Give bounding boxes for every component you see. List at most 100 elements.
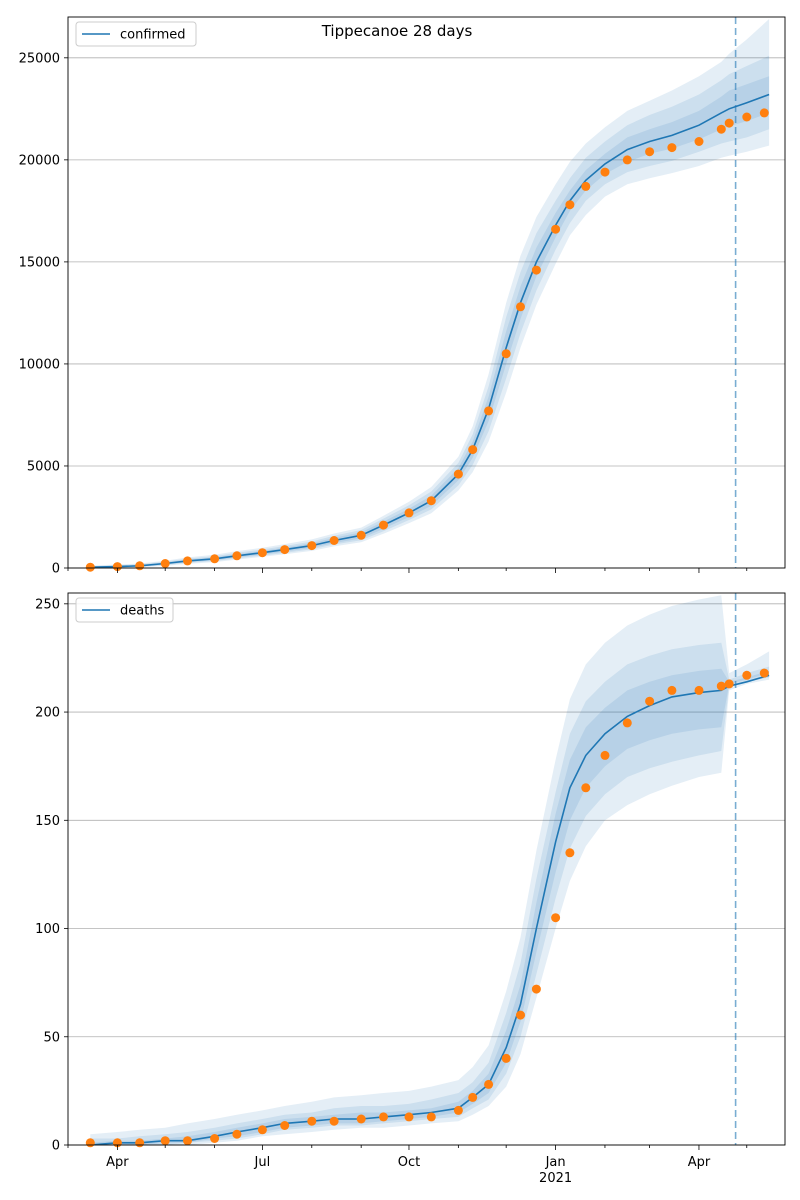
outer-band	[90, 595, 770, 1145]
observed-point	[160, 559, 170, 568]
x-axis-labels: Apr Jul Oct Jan Apr 2021	[106, 1155, 711, 1186]
observed-point	[468, 445, 478, 455]
observed-point	[694, 685, 704, 695]
observed-point	[694, 137, 704, 146]
observed-point	[468, 1092, 478, 1102]
observed-point	[379, 520, 388, 530]
observed-point	[257, 1125, 267, 1135]
observed-point	[484, 406, 494, 416]
axes-frame	[67, 16, 786, 569]
y-tick-label: 20000	[19, 153, 60, 168]
observed-point	[307, 541, 317, 551]
observed-point	[724, 118, 734, 128]
inner-band	[90, 76, 770, 568]
observed-point	[135, 561, 145, 571]
observed-point	[135, 1138, 145, 1148]
observed-point	[160, 1136, 170, 1146]
observed-point	[645, 147, 655, 157]
x-tick-label: Jul	[254, 1155, 271, 1170]
y-tick-label: 200	[35, 706, 60, 721]
observed-point	[551, 913, 561, 923]
observed-point	[622, 155, 632, 165]
y-tick-label: 0	[52, 1139, 60, 1154]
y-tick-label: 250	[35, 597, 60, 612]
observed-point	[531, 984, 541, 994]
y-tick-label: 25000	[19, 51, 60, 66]
observed-point	[742, 670, 752, 680]
observed-point	[329, 1116, 339, 1126]
observed-point	[565, 200, 575, 210]
observed-point	[280, 545, 290, 555]
observed-point	[210, 554, 220, 564]
observed-point	[645, 696, 655, 706]
middle-band	[90, 642, 770, 1145]
observed-point	[257, 548, 267, 558]
x-year-label: 2021	[539, 1171, 572, 1186]
figure-title: Tippecanoe 28 days	[321, 22, 473, 40]
observed-point	[404, 1112, 414, 1122]
observed-point	[183, 1136, 192, 1146]
observed-point	[516, 1010, 525, 1020]
observed-point	[622, 718, 632, 728]
y-tick-label: 0	[52, 562, 60, 577]
observed-point	[453, 1105, 463, 1115]
y-tick-label: 100	[35, 922, 60, 937]
observed-point	[516, 302, 525, 312]
legend: confirmed	[75, 21, 197, 47]
legend: deaths	[75, 597, 174, 623]
x-tick-label: Apr	[106, 1155, 129, 1170]
y-tick-label: 150	[35, 814, 60, 829]
observed-point	[280, 1121, 290, 1130]
legend-box	[75, 597, 174, 623]
observed-point	[426, 496, 436, 506]
x-tick-label: Jan	[545, 1155, 566, 1170]
observed-point	[565, 848, 575, 858]
observed-point	[716, 124, 726, 134]
observed-point	[356, 1114, 366, 1124]
axes-frame	[67, 592, 786, 1146]
observed-point	[356, 530, 366, 540]
observed-point	[724, 679, 734, 689]
observed-point	[581, 783, 591, 793]
observed-point	[232, 1129, 242, 1139]
x-tick-label: Oct	[398, 1155, 420, 1170]
observed-point	[85, 1138, 95, 1148]
observed-point	[307, 1116, 317, 1126]
outer-band	[90, 19, 770, 568]
observed-point	[232, 551, 242, 561]
observed-point	[112, 562, 122, 572]
legend-box	[75, 21, 197, 47]
observed-point	[453, 469, 463, 479]
y-tick-label: 50	[43, 1030, 60, 1045]
deaths-panel: 0 50 100 150 200 250 deaths	[35, 592, 786, 1154]
observed-point	[667, 143, 677, 153]
observed-point	[210, 1134, 220, 1143]
observed-point	[551, 224, 561, 234]
observed-point	[426, 1112, 436, 1122]
middle-band	[90, 55, 770, 568]
y-tick-label: 15000	[19, 255, 60, 270]
x-tick-label: Apr	[688, 1155, 711, 1170]
observed-point	[404, 508, 414, 518]
confirmed-panel: 0 5000 10000 15000 20000 25000 confirmed	[19, 16, 786, 577]
y-tick-label: 5000	[27, 459, 60, 474]
observed-point	[600, 750, 610, 760]
observed-point	[667, 685, 677, 695]
legend-label: deaths	[120, 604, 165, 619]
observed-point	[85, 562, 95, 572]
inner-band	[90, 668, 770, 1145]
observed-point	[581, 181, 591, 191]
observed-point	[329, 536, 339, 545]
observed-point	[531, 265, 541, 275]
observed-point	[716, 681, 726, 691]
observed-point	[379, 1112, 388, 1122]
observed-point	[501, 349, 511, 359]
observed-point	[742, 112, 752, 122]
y-tick-label: 10000	[19, 357, 60, 372]
observed-point	[484, 1079, 494, 1089]
observed-point	[501, 1053, 511, 1063]
observed-point	[600, 167, 610, 177]
legend-label: confirmed	[120, 28, 186, 43]
observed-point	[183, 556, 192, 566]
